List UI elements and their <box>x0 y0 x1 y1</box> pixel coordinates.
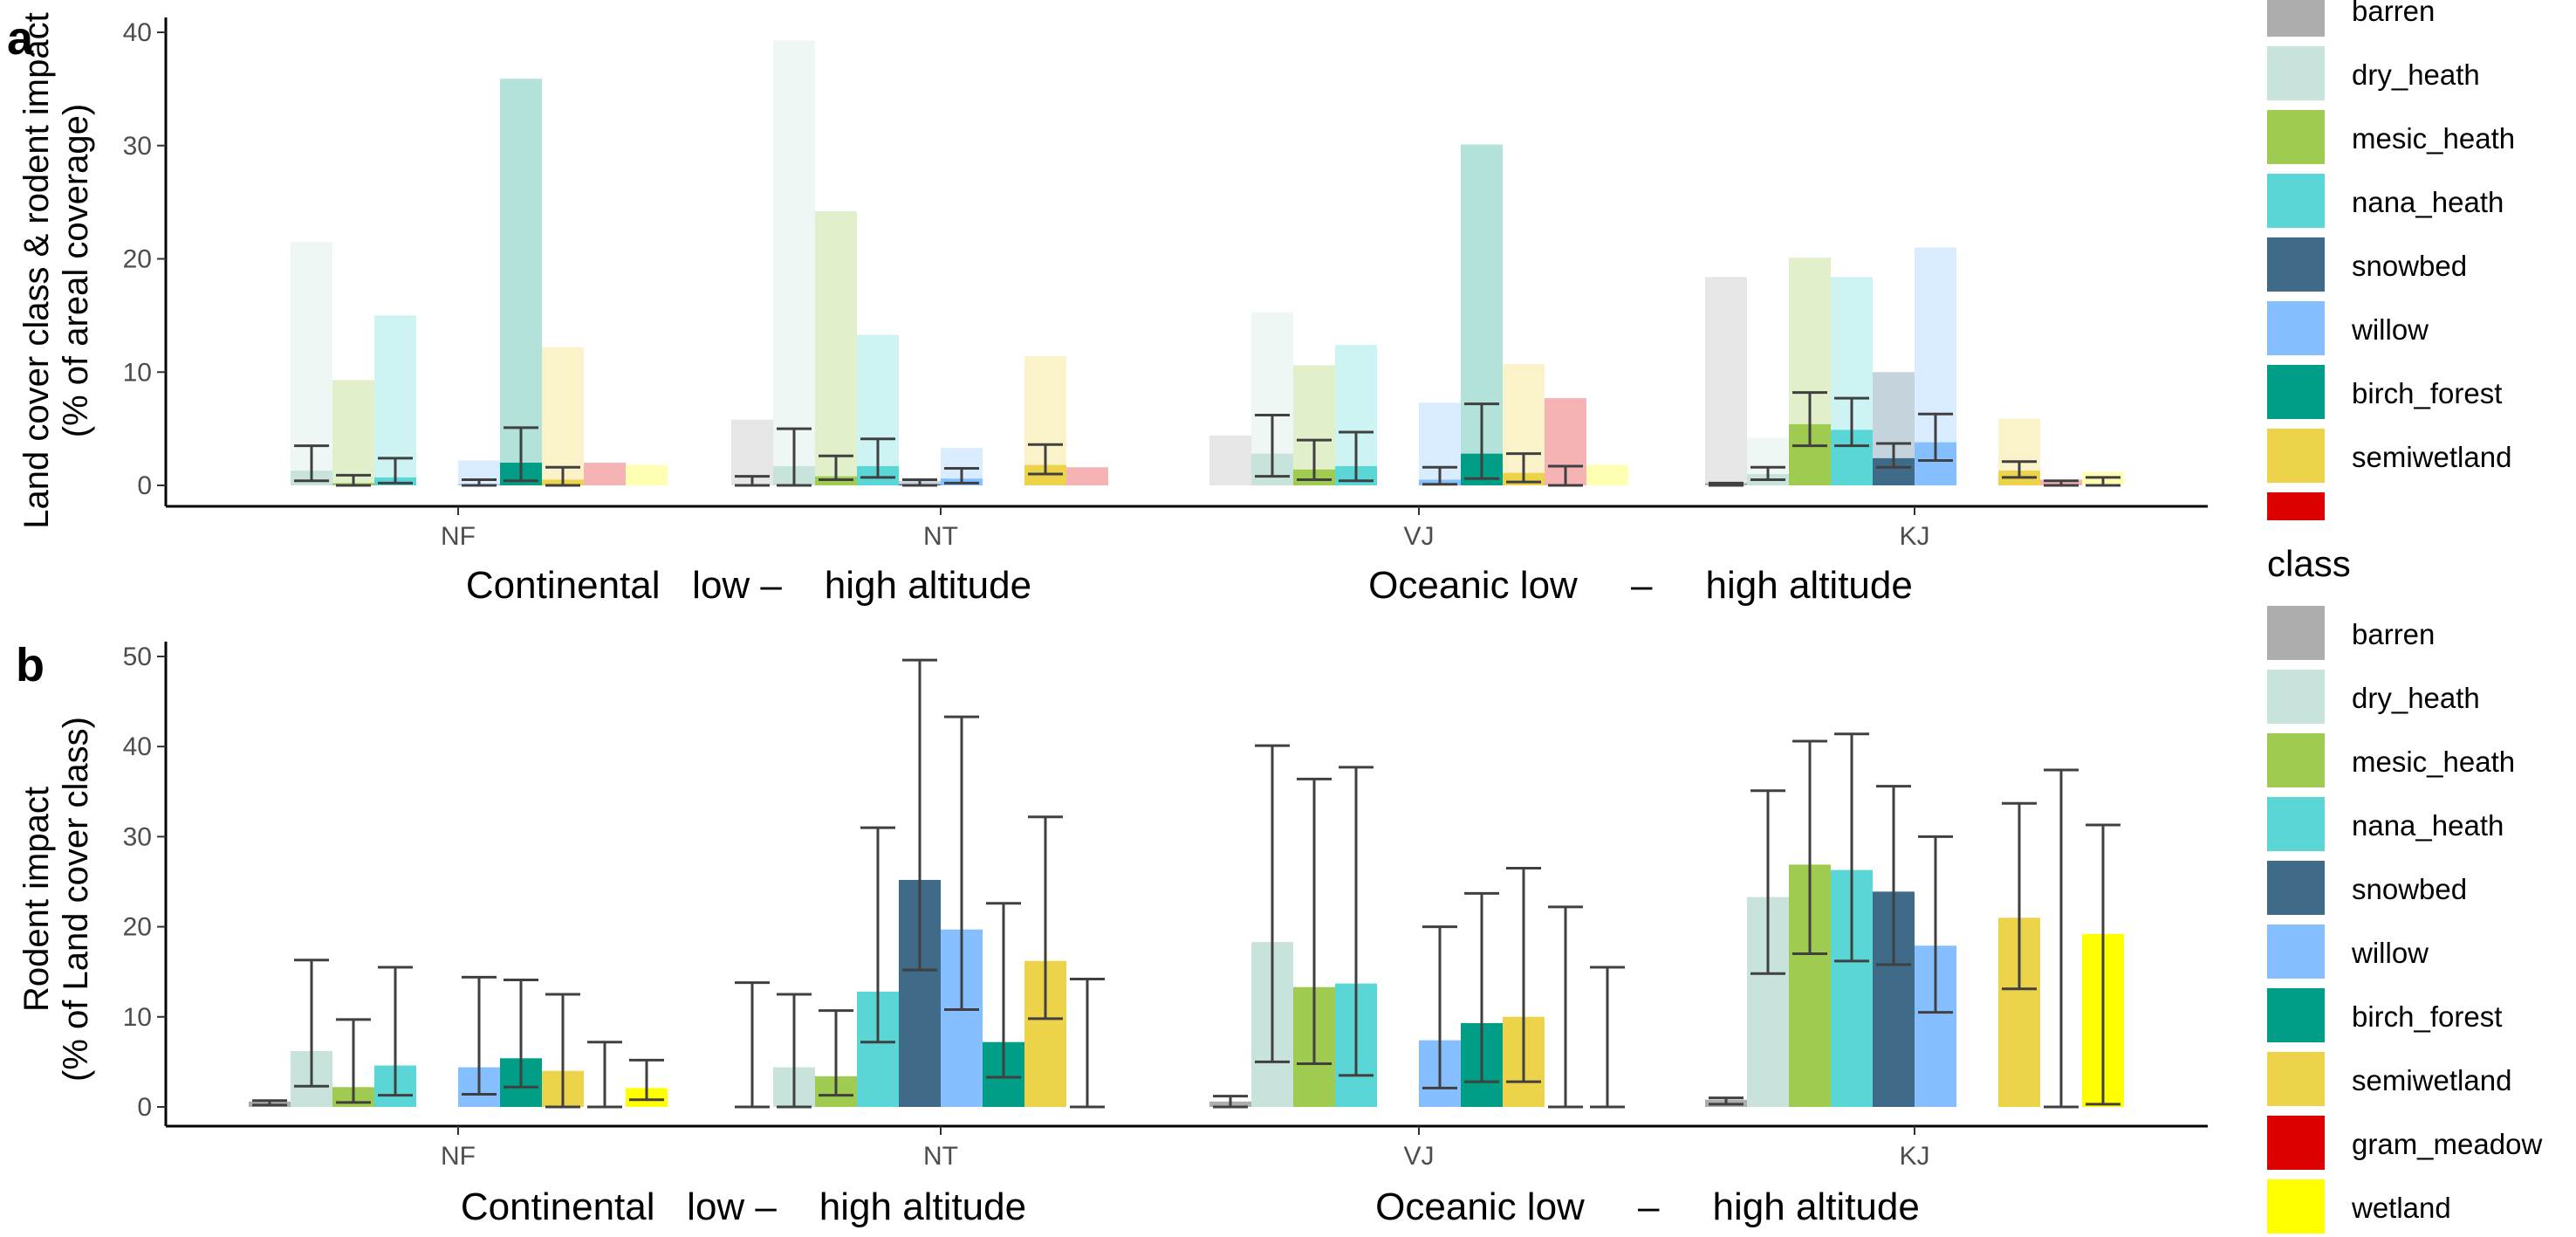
bar-cover-barren-VJ <box>1209 435 1251 485</box>
legend-label-mesic_heath: mesic_heath <box>2352 122 2515 155</box>
bar-cover-mesic_heath-NT <box>815 211 857 485</box>
legend-label-willow: willow <box>2351 937 2429 969</box>
legend-label-wetland: wetland <box>2351 1192 2451 1224</box>
panel-b-subtitle-oceanic: Oceanic low – high altitude <box>1375 1185 1920 1228</box>
panel-a-xtick-label: NF <box>441 522 476 551</box>
bar-cover-gram_meadow-NF <box>584 463 626 485</box>
legend-label-semiwetland: semiwetland <box>2352 1064 2511 1096</box>
panel-a-ytick-label: 20 <box>123 245 152 274</box>
legend-label-birch_forest: birch_forest <box>2352 1000 2502 1033</box>
legend-key-nana_heath <box>2267 797 2325 851</box>
panel-a-ylabel-line2: (% of areal coverage) <box>57 104 95 437</box>
panel-a-ytick-label: 10 <box>123 358 152 387</box>
legend-key-gram_meadow <box>2267 1116 2325 1170</box>
legend-key-nana_heath <box>2267 174 2325 228</box>
legend-key-mesic_heath <box>2267 110 2325 164</box>
legend-label-nana_heath: nana_heath <box>2352 186 2504 218</box>
legend-label-nana_heath: nana_heath <box>2352 809 2504 842</box>
legend-label-mesic_heath: mesic_heath <box>2352 746 2515 778</box>
legend-key-barren <box>2267 606 2325 660</box>
bar-cover-wetland-NF <box>626 464 668 485</box>
legend-key-gram_meadow <box>2267 492 2325 520</box>
bar-cover-gram_meadow-NT <box>1066 467 1108 485</box>
legend-label-snowbed: snowbed <box>2352 873 2467 905</box>
legend-key-snowbed <box>2267 237 2325 292</box>
panel-b-tag: b <box>16 639 45 691</box>
panel-a-xtick-label: KJ <box>1899 522 1929 551</box>
panel-b-xtick-label: VJ <box>1403 1142 1434 1171</box>
legend-key-birch_forest <box>2267 365 2325 419</box>
legend-key-birch_forest <box>2267 988 2325 1042</box>
bar-cover-birch_forest-NF <box>500 79 542 485</box>
bar-cover-wetland-VJ <box>1586 464 1628 485</box>
panel-a-xtick-label: VJ <box>1403 522 1434 551</box>
panel-b-ytick-label: 30 <box>123 822 152 851</box>
legend-key-snowbed <box>2267 861 2325 915</box>
legend-key-wetland <box>2267 1179 2325 1234</box>
panel-b-ytick-label: 40 <box>123 732 152 761</box>
legend-key-dry_heath <box>2267 46 2325 100</box>
legend-key-semiwetland <box>2267 429 2325 483</box>
panel-b-ytick-label: 50 <box>123 643 152 671</box>
panel-a-ytick-label: 30 <box>123 132 152 161</box>
legend-label-dry_heath: dry_heath <box>2352 682 2480 714</box>
panel-b-ytick-label: 10 <box>123 1003 152 1032</box>
panel-a-ylabel-line1: Land cover class & rodent impact <box>17 12 56 528</box>
panel-b-ytick-label: 20 <box>123 913 152 942</box>
legend-label-snowbed: snowbed <box>2352 250 2467 282</box>
panel-b-chart: b Rodent impact (% of Land cover class) … <box>16 639 2208 1228</box>
panel-b-xtick-label: NF <box>441 1142 476 1171</box>
legend-label-birch_forest: birch_forest <box>2352 377 2502 409</box>
legend-key-barren <box>2267 0 2325 37</box>
bar-cover-mesic_heath-NF <box>332 380 374 485</box>
bar-cover-semiwetland-NF <box>542 347 584 485</box>
panel-b-ytick-label: 0 <box>137 1093 152 1122</box>
legend-key-dry_heath <box>2267 670 2325 724</box>
panel-a-ytick-label: 0 <box>137 471 152 500</box>
legend-key-willow <box>2267 301 2325 355</box>
legend-label-willow: willow <box>2351 313 2429 346</box>
bar-cover-barren-KJ <box>1705 277 1747 485</box>
legend-key-semiwetland <box>2267 1052 2325 1106</box>
legend-label-dry_heath: dry_heath <box>2352 58 2480 91</box>
panel-a-subtitle-continental: Continental low – high altitude <box>466 564 1031 607</box>
panel-b-xtick-label: NT <box>923 1142 958 1171</box>
panel-b-subtitle-continental: Continental low – high altitude <box>461 1185 1026 1228</box>
panel-a-ytick-label: 40 <box>123 18 152 47</box>
panel-b-ylabel-line2: (% of Land cover class) <box>57 717 95 1082</box>
legend-panel-a: barren dry_heath mesic_heath nana_heathsnow… <box>2267 0 2515 520</box>
panel-a-subtitle-oceanic: Oceanic low – high altitude <box>1368 564 1913 607</box>
legend-key-willow <box>2267 924 2325 979</box>
panel-a-tag: a <box>7 12 34 65</box>
bar-cover-dry_heath-NT <box>773 40 815 486</box>
bar-cover-barren-NT <box>731 419 773 485</box>
panel-b-xtick-label: KJ <box>1899 1142 1929 1171</box>
legend-title: class <box>2267 543 2351 584</box>
panel-a-chart: a Land cover class & rodent impact (% of… <box>7 12 2208 607</box>
legend-label-gram_meadow: gram_meadow <box>2352 1128 2542 1160</box>
panel-a-xtick-label: NT <box>923 522 958 551</box>
legend-label-barren: barren <box>2352 0 2435 27</box>
panel-b-ylabel-line1: Rodent impact <box>17 787 56 1012</box>
legend-panel-b: class barren dry_heath mesic_heath nana_hea… <box>2267 543 2542 1234</box>
legend-label-semiwetland: semiwetland <box>2352 441 2511 473</box>
legend-key-mesic_heath <box>2267 733 2325 787</box>
legend-label-barren: barren <box>2352 618 2435 650</box>
